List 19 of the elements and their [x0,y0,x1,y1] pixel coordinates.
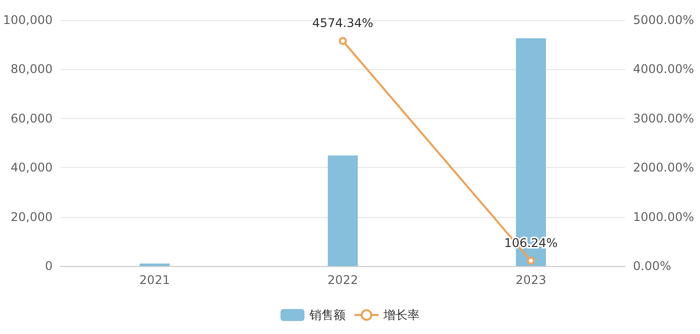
y-tick-label: 0 [44,259,53,273]
y2-tick-label: 1000.00% [633,210,694,224]
y2-tick-label: 4000.00% [633,62,694,76]
y2-tick-label: 2000.00% [633,160,694,175]
y-tick-label: 80,000 [10,62,53,76]
y-tick-label: 40,000 [10,160,53,175]
x-tick-label: 2023 [516,273,546,287]
y2-tick-label: 0.00% [633,259,672,273]
y2-tick-label: 3000.00% [633,111,694,126]
data-label: 4574.34% [312,16,374,30]
y2-tick-label: 5000.00% [633,13,694,27]
y-tick-label: 60,000 [10,111,53,126]
legend-label: 增长率 [382,308,420,322]
bar [328,156,358,266]
legend-label: 销售额 [308,308,346,322]
y-tick-label: 20,000 [10,210,53,224]
x-tick-label: 2021 [139,273,170,287]
x-tick-label: 2022 [328,273,358,287]
y-tick-label: 100,000 [3,13,53,27]
